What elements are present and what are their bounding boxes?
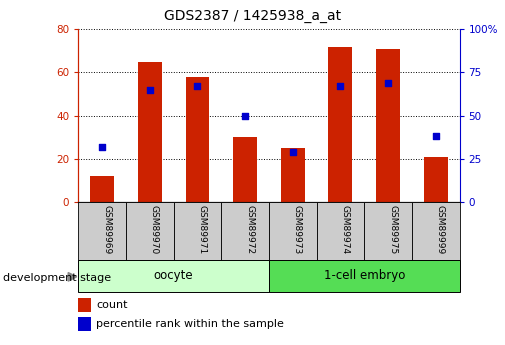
Bar: [269, 202, 317, 260]
Bar: [78, 202, 126, 260]
Bar: [269, 260, 460, 292]
Bar: [126, 202, 174, 260]
Text: 1-cell embryo: 1-cell embryo: [324, 269, 405, 283]
Bar: [376, 49, 400, 202]
Text: GSM89970: GSM89970: [150, 205, 159, 255]
Bar: [233, 137, 257, 202]
Bar: [424, 157, 447, 202]
Text: GSM89969: GSM89969: [102, 205, 111, 255]
Text: GSM89999: GSM89999: [436, 205, 445, 255]
Bar: [78, 317, 91, 331]
Bar: [138, 62, 162, 202]
Bar: [185, 77, 210, 202]
Text: GSM89974: GSM89974: [340, 205, 349, 255]
Point: [98, 144, 106, 149]
Bar: [174, 202, 221, 260]
Text: development stage: development stage: [3, 273, 111, 283]
Point: [146, 87, 154, 92]
Text: percentile rank within the sample: percentile rank within the sample: [96, 319, 284, 329]
Polygon shape: [68, 273, 77, 281]
Text: GSM89973: GSM89973: [293, 205, 302, 255]
Text: oocyte: oocyte: [154, 269, 193, 283]
Point: [384, 80, 392, 86]
Point: [241, 113, 249, 118]
Point: [193, 83, 201, 89]
Text: GSM89972: GSM89972: [245, 205, 254, 255]
Bar: [412, 202, 460, 260]
Bar: [328, 47, 352, 202]
Bar: [317, 202, 364, 260]
Bar: [90, 176, 114, 202]
Bar: [281, 148, 305, 202]
Bar: [78, 260, 269, 292]
Bar: [221, 202, 269, 260]
Bar: [78, 298, 91, 312]
Point: [432, 134, 440, 139]
Bar: [364, 202, 412, 260]
Text: GSM89975: GSM89975: [388, 205, 397, 255]
Text: GDS2387 / 1425938_a_at: GDS2387 / 1425938_a_at: [164, 9, 341, 23]
Point: [289, 149, 297, 155]
Text: count: count: [96, 300, 127, 310]
Text: GSM89971: GSM89971: [197, 205, 207, 255]
Point: [336, 83, 344, 89]
